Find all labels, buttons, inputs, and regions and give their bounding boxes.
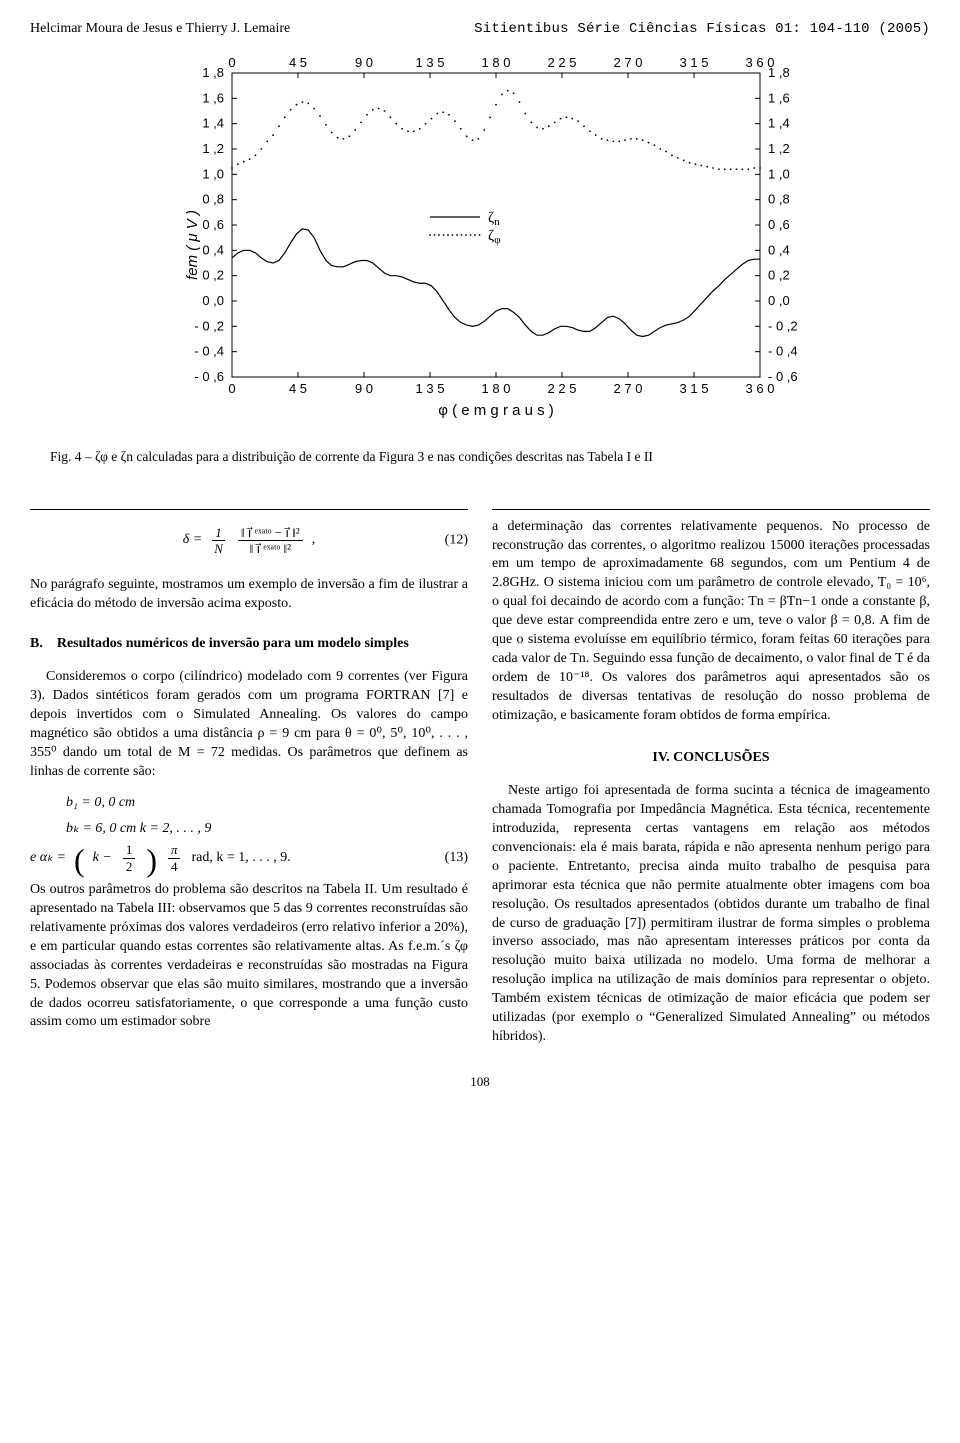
eq12-frac1: 1 N (211, 526, 226, 556)
equation-12: δ = 1 N ‖ i⃗ ᵉˣᵃᵗᵒ − i⃗ ‖² ‖ i⃗ ᵉˣᵃᵗᵒ ‖²… (30, 520, 468, 562)
svg-text:- 0 ,4: - 0 ,4 (194, 344, 224, 359)
eq12-comma: , (312, 531, 316, 550)
svg-text:0 ,0: 0 ,0 (768, 293, 790, 308)
svg-text:- 0 ,6: - 0 ,6 (194, 369, 224, 384)
svg-text:1 ,6: 1 ,6 (202, 90, 224, 105)
svg-text:1 ,4: 1 ,4 (202, 116, 224, 131)
column-rule (492, 509, 930, 510)
svg-text:0 ,2: 0 ,2 (768, 268, 790, 283)
svg-text:2 2 5: 2 2 5 (548, 57, 577, 70)
eq13-l3-post: rad, k = 1, . . . , 9. (191, 845, 290, 872)
section-4-heading: IV. CONCLUSÕES (492, 749, 930, 768)
chart-ylabel: fem ( μ V ) (183, 210, 203, 280)
eq13-pi4: π 4 (168, 843, 181, 873)
eq12-frac1-num: 1 (212, 526, 225, 542)
subsection-b-label: B. (30, 635, 43, 654)
svg-text:1 8 0: 1 8 0 (482, 381, 511, 396)
figure-4-chart: fem ( μ V ) 0 0 4 5 4 5 9 0 9 0 1 3 5 1 3 5 1 8 … (160, 57, 800, 434)
svg-text:0 ,6: 0 ,6 (768, 217, 790, 232)
chart-svg: 0 0 4 5 4 5 9 0 9 0 1 3 5 1 3 5 1 8 0 1 8 0 2 2 5 2… (160, 57, 800, 427)
left-p3: Os outros parâmetros do problema são des… (30, 881, 468, 1032)
svg-text:9 0: 9 0 (355, 57, 373, 70)
eq13-half-den: 2 (123, 859, 136, 874)
svg-text:0 ,6: 0 ,6 (202, 217, 224, 232)
svg-text:1 ,0: 1 ,0 (768, 166, 790, 181)
svg-text:1 ,4: 1 ,4 (768, 116, 790, 131)
svg-text:4 5: 4 5 (289, 381, 307, 396)
eq12-frac2-den: ‖ i⃗ ᵉˣᵃᵗᵒ ‖² (247, 541, 294, 556)
right-p2: Neste artigo foi apresentada de forma su… (492, 782, 930, 1046)
eq13-half: 1 2 (123, 843, 136, 873)
svg-text:2 7 0: 2 7 0 (614, 57, 643, 70)
subsection-b-heading: B. Resultados numéricos de inversão para… (30, 635, 468, 654)
eq13-pi-den: 4 (168, 859, 181, 874)
svg-text:0 ,4: 0 ,4 (768, 242, 790, 257)
left-column: δ = 1 N ‖ i⃗ ᵉˣᵃᵗᵒ − i⃗ ‖² ‖ i⃗ ᵉˣᵃᵗᵒ ‖²… (30, 507, 468, 1051)
eq13-l2: bₖ = 6, 0 cm k = 2, . . . , 9 (66, 816, 211, 843)
svg-text:- 0 ,4: - 0 ,4 (768, 344, 798, 359)
equation-13: b₁ = 0, 0 cm bₖ = 6, 0 cm k = 2, . . . ,… (66, 790, 468, 873)
svg-text:0 ,0: 0 ,0 (202, 293, 224, 308)
eq13-line3: e αₖ = ( k − 1 2 ) π 4 rad, k = 1, . . .… (30, 843, 468, 873)
eq13-rparen: ) (146, 851, 157, 870)
svg-text:1 3 5: 1 3 5 (416, 381, 445, 396)
svg-text:1 ,8: 1 ,8 (202, 65, 224, 80)
subsection-b-title: Resultados numéricos de inversão para um… (57, 635, 468, 654)
svg-text:0 ,2: 0 ,2 (202, 268, 224, 283)
page-number: 108 (30, 1073, 930, 1091)
eq12-number: (12) (445, 531, 468, 550)
column-rule (30, 509, 468, 510)
eq13-l3-inner: k − (93, 845, 112, 872)
svg-text:φ ( e m g r a u s ): φ ( e m g r a u s ) (438, 402, 554, 419)
svg-text:2 2 5: 2 2 5 (548, 381, 577, 396)
figure-4-caption: Fig. 4 – ζφ e ζn calculadas para a distr… (50, 448, 910, 467)
eq13-line1: b₁ = 0, 0 cm (66, 790, 468, 817)
svg-text:1 ,0: 1 ,0 (202, 166, 224, 181)
eq12-frac2: ‖ i⃗ ᵉˣᵃᵗᵒ − i⃗ ‖² ‖ i⃗ ᵉˣᵃᵗᵒ ‖² (238, 526, 303, 556)
svg-text:3 1 5: 3 1 5 (680, 381, 709, 396)
right-column: a determinação das correntes relativamen… (492, 507, 930, 1051)
eq13-l3-pre: e αₖ = (30, 845, 66, 872)
eq13-half-num: 1 (123, 843, 136, 859)
eq13-pi-num: π (168, 843, 181, 859)
right-p1: a determinação das correntes relativamen… (492, 518, 930, 726)
svg-text:0: 0 (228, 57, 235, 70)
svg-text:1 3 5: 1 3 5 (416, 57, 445, 70)
header-authors: Helcimar Moura de Jesus e Thierry J. Lem… (30, 20, 290, 39)
svg-text:0: 0 (228, 381, 235, 396)
svg-text:1 ,2: 1 ,2 (202, 141, 224, 156)
svg-text:4 5: 4 5 (289, 57, 307, 70)
eq12-lhs: δ = (183, 531, 202, 550)
svg-text:0 ,8: 0 ,8 (768, 192, 790, 207)
svg-text:9 0: 9 0 (355, 381, 373, 396)
svg-text:1 8 0: 1 8 0 (482, 57, 511, 70)
eq12-frac2-num: ‖ i⃗ ᵉˣᵃᵗᵒ − i⃗ ‖² (238, 526, 303, 542)
left-p1: No parágrafo seguinte, mostramos um exem… (30, 576, 468, 614)
svg-text:2 7 0: 2 7 0 (614, 381, 643, 396)
svg-text:1 ,6: 1 ,6 (768, 90, 790, 105)
eq13-l1: b₁ = 0, 0 cm (66, 790, 135, 817)
svg-text:3 1 5: 3 1 5 (680, 57, 709, 70)
svg-text:- 0 ,6: - 0 ,6 (768, 369, 798, 384)
svg-text:- 0 ,2: - 0 ,2 (194, 318, 224, 333)
eq13-lparen: ( (74, 851, 85, 870)
header-citation: Sitientibus Série Ciências Físicas 01: 1… (474, 20, 930, 39)
left-p2: Consideremos o corpo (cilíndrico) modela… (30, 668, 468, 781)
eq13-line2: bₖ = 6, 0 cm k = 2, . . . , 9 (66, 816, 468, 843)
running-header: Helcimar Moura de Jesus e Thierry J. Lem… (30, 20, 930, 39)
svg-text:1 ,8: 1 ,8 (768, 65, 790, 80)
eq12-frac1-den: N (211, 541, 226, 556)
svg-text:0 ,8: 0 ,8 (202, 192, 224, 207)
svg-text:0 ,4: 0 ,4 (202, 242, 224, 257)
svg-text:1 ,2: 1 ,2 (768, 141, 790, 156)
eq13-number: (13) (445, 845, 468, 872)
eq12-body: δ = 1 N ‖ i⃗ ᵉˣᵃᵗᵒ − i⃗ ‖² ‖ i⃗ ᵉˣᵃᵗᵒ ‖²… (183, 526, 316, 556)
svg-text:- 0 ,2: - 0 ,2 (768, 318, 798, 333)
